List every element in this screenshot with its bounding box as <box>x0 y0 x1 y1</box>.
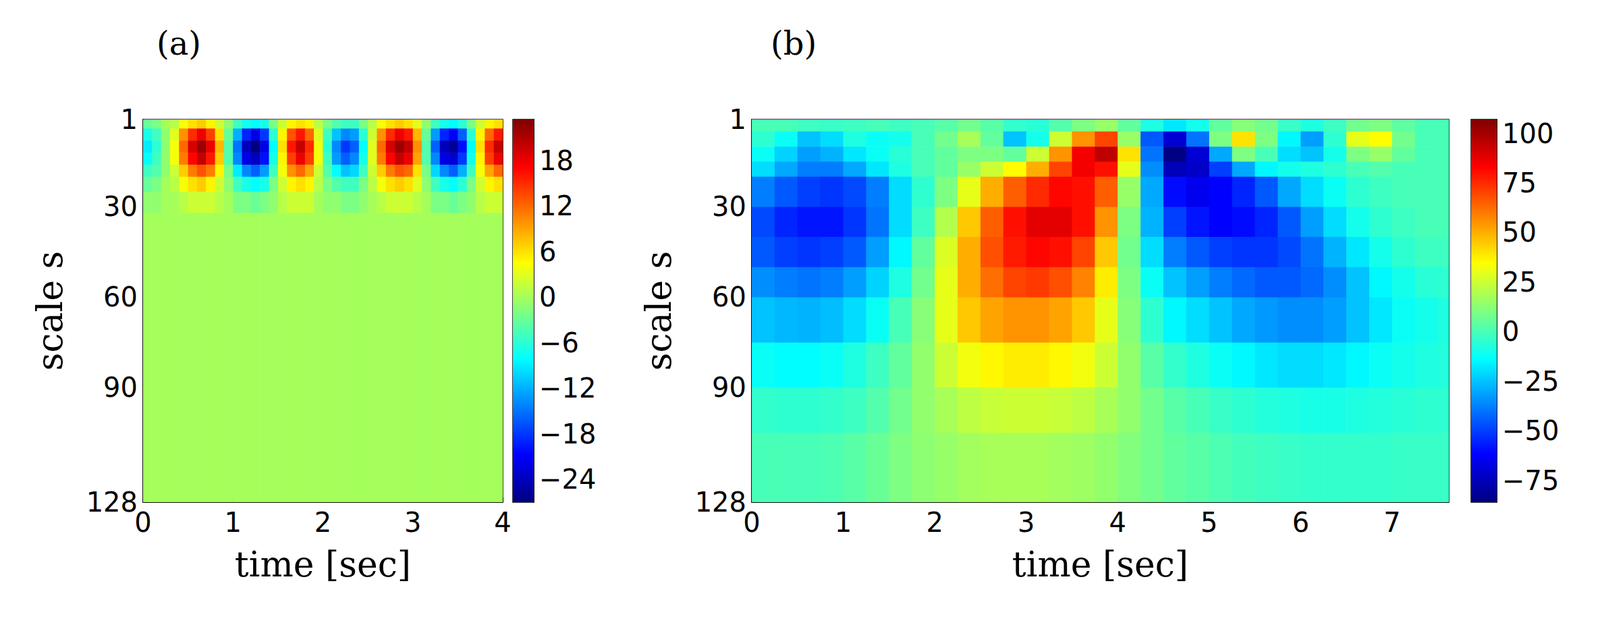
svg-text:4: 4 <box>1109 506 1127 538</box>
svg-text:30: 30 <box>711 190 747 223</box>
svg-text:(b): (b) <box>770 24 817 63</box>
svg-text:6: 6 <box>539 236 557 268</box>
svg-text:30: 30 <box>103 190 138 223</box>
svg-text:−50: −50 <box>1502 415 1559 447</box>
svg-text:90: 90 <box>711 371 747 403</box>
svg-text:0: 0 <box>539 281 557 313</box>
svg-text:60: 60 <box>711 281 747 313</box>
svg-text:75: 75 <box>1502 167 1537 199</box>
svg-text:(a): (a) <box>156 24 202 63</box>
svg-text:5: 5 <box>1200 506 1218 538</box>
svg-text:−6: −6 <box>539 327 579 359</box>
svg-text:6: 6 <box>1292 506 1310 538</box>
svg-text:2: 2 <box>314 506 332 538</box>
svg-text:128: 128 <box>86 486 138 518</box>
svg-text:2: 2 <box>925 506 943 538</box>
svg-text:1: 1 <box>729 103 747 135</box>
svg-text:50: 50 <box>1502 216 1537 248</box>
svg-text:1: 1 <box>120 103 138 135</box>
svg-text:0: 0 <box>134 506 152 538</box>
svg-text:scale s: scale s <box>638 251 679 371</box>
svg-text:−75: −75 <box>1502 464 1559 496</box>
svg-text:time [sec]: time [sec] <box>234 543 411 585</box>
svg-text:60: 60 <box>103 281 138 313</box>
svg-text:3: 3 <box>404 506 422 538</box>
svg-text:4: 4 <box>493 506 511 538</box>
svg-text:−12: −12 <box>539 372 596 404</box>
svg-text:7: 7 <box>1383 506 1401 538</box>
svg-text:−25: −25 <box>1502 365 1559 397</box>
svg-text:3: 3 <box>1017 506 1035 538</box>
svg-text:time [sec]: time [sec] <box>1012 543 1189 585</box>
svg-text:1: 1 <box>834 506 852 538</box>
svg-text:100: 100 <box>1502 118 1554 150</box>
svg-text:25: 25 <box>1502 266 1537 298</box>
svg-text:0: 0 <box>742 506 760 538</box>
svg-text:−24: −24 <box>539 463 596 495</box>
svg-text:90: 90 <box>103 371 138 403</box>
svg-text:−18: −18 <box>539 418 596 450</box>
svg-text:1: 1 <box>224 506 242 538</box>
svg-text:scale s: scale s <box>29 251 71 371</box>
svg-text:18: 18 <box>539 145 574 177</box>
svg-text:0: 0 <box>1502 315 1520 347</box>
svg-text:12: 12 <box>539 190 574 222</box>
svg-text:128: 128 <box>695 486 747 518</box>
